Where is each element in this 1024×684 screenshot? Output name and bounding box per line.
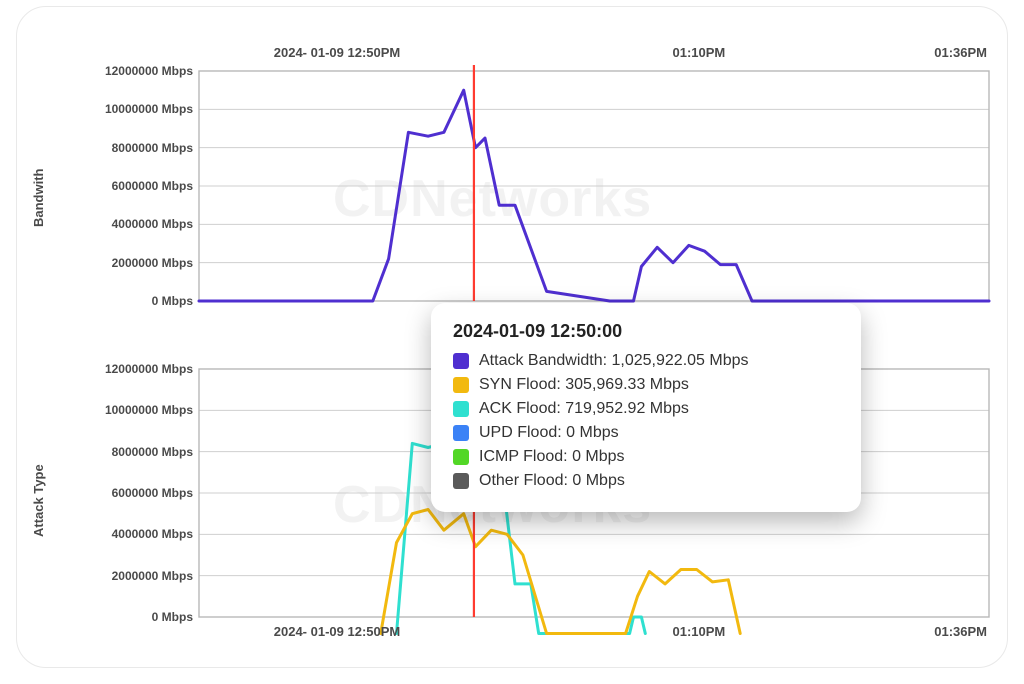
legend-swatch	[453, 449, 469, 465]
legend-swatch	[453, 377, 469, 393]
y-tick-label: 0 Mbps	[152, 294, 193, 308]
tooltip-row: UPD Flood: 0 Mbps	[453, 424, 839, 442]
tooltip-text: ACK Flood: 719,952.92 Mbps	[479, 400, 689, 418]
x-tick-label: 01:36PM	[934, 624, 987, 639]
tooltip: 2024-01-09 12:50:00 Attack Bandwidth: 1,…	[431, 303, 861, 512]
x-axis-top: 2024- 01-09 12:50PM 01:10PM 01:36PM	[257, 45, 987, 60]
y-tick-label: 6000000 Mbps	[112, 179, 193, 193]
legend-swatch	[453, 353, 469, 369]
x-tick-label: 01:36PM	[934, 45, 987, 60]
legend-swatch	[453, 473, 469, 489]
y-tick-label: 4000000 Mbps	[112, 217, 193, 231]
x-tick-label: 01:10PM	[672, 624, 725, 639]
x-tick-label: 01:10PM	[672, 45, 725, 60]
chart-stack: 2024- 01-09 12:50PM 01:10PM 01:36PM Band…	[37, 27, 987, 657]
x-tick-label: 2024- 01-09 12:50PM	[274, 45, 400, 60]
x-axis-bottom: 2024- 01-09 12:50PM 01:10PM 01:36PM	[257, 624, 987, 639]
tooltip-text: Attack Bandwidth: 1,025,922.05 Mbps	[479, 352, 749, 370]
y-tick-label: 12000000 Mbps	[105, 64, 193, 78]
tooltip-row: ACK Flood: 719,952.92 Mbps	[453, 400, 839, 418]
tooltip-row: SYN Flood: 305,969.33 Mbps	[453, 376, 839, 394]
x-tick-label: 2024- 01-09 12:50PM	[274, 624, 400, 639]
y-tick-label: 6000000 Mbps	[112, 486, 193, 500]
y-tick-label: 8000000 Mbps	[112, 445, 193, 459]
y-tick-label: 0 Mbps	[152, 610, 193, 624]
tooltip-row: Attack Bandwidth: 1,025,922.05 Mbps	[453, 352, 839, 370]
tooltip-title: 2024-01-09 12:50:00	[453, 321, 839, 342]
tooltip-text: ICMP Flood: 0 Mbps	[479, 448, 625, 466]
legend-swatch	[453, 425, 469, 441]
legend-swatch	[453, 401, 469, 417]
y-tick-label: 4000000 Mbps	[112, 527, 193, 541]
tooltip-text: SYN Flood: 305,969.33 Mbps	[479, 376, 689, 394]
bandwidth-chart[interactable]: 0 Mbps2000000 Mbps4000000 Mbps6000000 Mb…	[199, 71, 989, 301]
series-syn-flood	[381, 510, 741, 634]
y-tick-label: 2000000 Mbps	[112, 256, 193, 270]
tooltip-text: UPD Flood: 0 Mbps	[479, 424, 619, 442]
chart-panel: 2024- 01-09 12:50PM 01:10PM 01:36PM Band…	[16, 6, 1008, 668]
y-tick-label: 12000000 Mbps	[105, 362, 193, 376]
series-attack-bandwidth	[199, 90, 989, 301]
y-tick-label: 8000000 Mbps	[112, 141, 193, 155]
y-tick-label: 10000000 Mbps	[105, 403, 193, 417]
tooltip-row: ICMP Flood: 0 Mbps	[453, 448, 839, 466]
y-tick-label: 10000000 Mbps	[105, 102, 193, 116]
y-axis-label-attacktype: Attack Type	[31, 464, 46, 537]
tooltip-text: Other Flood: 0 Mbps	[479, 472, 625, 490]
y-axis-label-bandwidth: Bandwith	[31, 169, 46, 228]
y-tick-label: 2000000 Mbps	[112, 569, 193, 583]
tooltip-row: Other Flood: 0 Mbps	[453, 472, 839, 490]
